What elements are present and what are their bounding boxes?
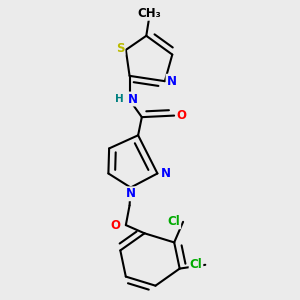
Text: S: S [116,42,124,55]
Text: CH₃: CH₃ [137,7,161,20]
Text: H: H [115,94,124,104]
Text: Cl: Cl [190,258,202,271]
Text: N: N [128,92,138,106]
Text: O: O [110,219,120,232]
Text: Cl: Cl [167,215,180,228]
Text: N: N [160,167,171,180]
Text: N: N [167,75,176,88]
Text: N: N [126,187,136,200]
Text: O: O [177,109,187,122]
